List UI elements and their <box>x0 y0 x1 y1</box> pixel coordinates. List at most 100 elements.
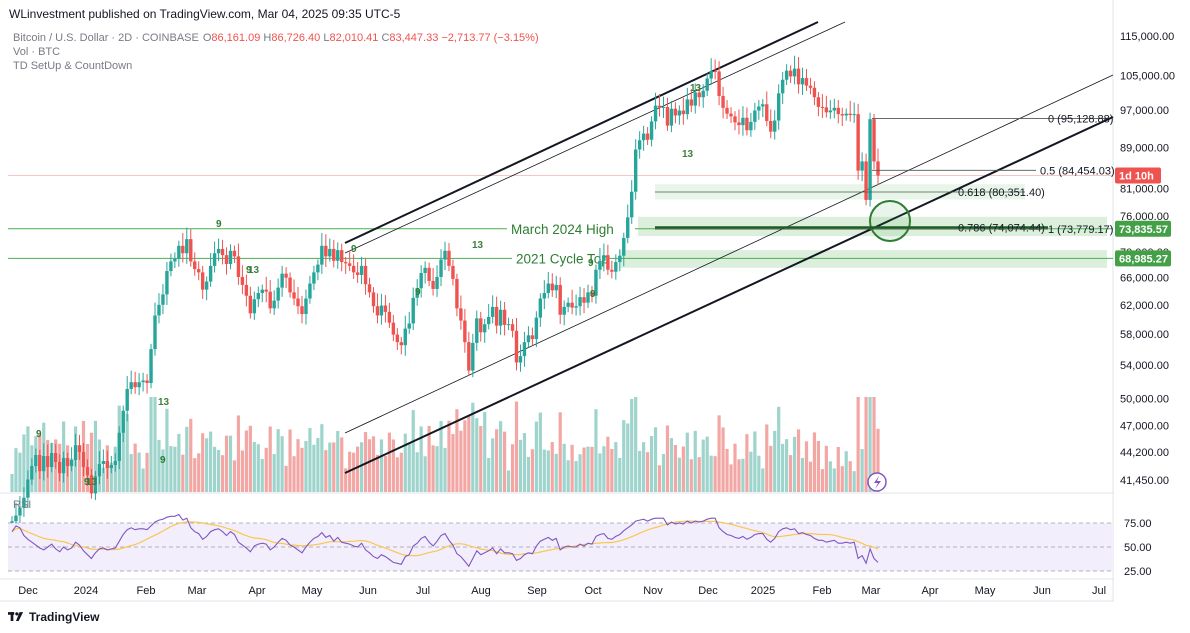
volume-bar <box>812 432 817 492</box>
candle-body <box>717 71 721 96</box>
price-tick-label: 89,000.00 <box>1120 143 1169 155</box>
candle-body <box>697 92 701 98</box>
volume-bar <box>419 426 423 492</box>
td-count-label: 9 <box>246 265 252 276</box>
td-count-label: 9 <box>160 455 166 466</box>
candle-body <box>85 467 90 476</box>
volume-bar <box>185 426 189 492</box>
candle-body <box>574 306 578 308</box>
volume-bar <box>479 426 483 492</box>
candle-body <box>296 298 300 307</box>
candle-body <box>189 239 193 262</box>
volume-bar <box>701 439 705 492</box>
candle-body <box>653 105 658 122</box>
volume-bar <box>391 439 395 492</box>
candle-body <box>383 305 388 312</box>
candle-body <box>876 161 880 176</box>
candle-body <box>749 121 753 131</box>
candle-body <box>669 108 674 126</box>
volume-bar <box>359 442 364 492</box>
volume-bar <box>69 458 74 492</box>
volume-bar <box>542 449 546 492</box>
volume-bar <box>153 397 157 492</box>
tradingview-footer: TradingView <box>8 610 99 624</box>
footer-brand: TradingView <box>29 610 100 624</box>
volume-bar <box>689 459 693 492</box>
volume-bar <box>598 453 602 492</box>
volume-bar <box>427 425 431 492</box>
volume-bar <box>649 436 654 492</box>
candle-body <box>665 106 670 126</box>
candle-body <box>459 308 463 321</box>
volume-bar <box>475 418 479 492</box>
candle-body <box>840 114 844 116</box>
candle-body <box>868 119 872 200</box>
volume-bar <box>852 471 856 492</box>
ohlc-part: 83,447.33 <box>389 32 438 44</box>
volume-bar <box>745 434 749 492</box>
rsi-ma-line <box>11 520 879 557</box>
fib-level-label: 0 (95,128.88) <box>1048 114 1113 126</box>
candle-body <box>721 95 725 108</box>
volume-bar <box>713 456 717 492</box>
candle-body <box>46 456 50 468</box>
candle-body <box>570 302 574 308</box>
volume-bar <box>292 456 296 492</box>
candle-body <box>240 276 245 285</box>
candle-body <box>486 316 491 325</box>
candle-body <box>788 70 793 77</box>
time-tick-label: Jun <box>1033 585 1051 597</box>
candle-body <box>725 107 729 114</box>
volume-bar <box>602 446 606 492</box>
volume-bar <box>502 431 507 492</box>
price-tick-label: 62,000.00 <box>1120 300 1169 312</box>
candle-body <box>308 283 312 299</box>
volume-bar <box>22 434 26 492</box>
candle-body <box>729 113 733 117</box>
candle-body <box>562 306 566 315</box>
candle-body <box>177 245 181 259</box>
volume-bar <box>526 456 531 492</box>
volume-bar <box>320 424 324 492</box>
candle-body <box>522 342 527 357</box>
candle-body <box>14 515 18 522</box>
ohlc-part: L <box>320 32 329 44</box>
fib-level-label: 0.618 (80,351.40) <box>958 187 1045 199</box>
candle-body <box>757 106 761 111</box>
td-count-label: 9 <box>415 287 421 298</box>
candle-body <box>681 110 686 115</box>
volume-bar <box>467 415 471 492</box>
candle-body <box>137 382 141 388</box>
candle-body <box>248 295 253 314</box>
candle-body <box>800 78 805 85</box>
volume-bar <box>761 468 765 492</box>
volume-bar <box>248 425 252 492</box>
volume-bar <box>697 457 701 492</box>
publish-line: WLinvestment published on TradingView.co… <box>9 7 401 21</box>
level-zone-2 <box>620 250 1107 268</box>
price-tick-label: 54,000.00 <box>1120 360 1169 372</box>
volume-bar <box>661 454 666 492</box>
volume-bar <box>407 443 411 492</box>
volume-bar <box>816 440 821 492</box>
candle-body <box>200 272 205 290</box>
volume-bar <box>77 451 82 492</box>
candle-body <box>741 117 745 126</box>
candle-body <box>796 68 801 85</box>
candle-body <box>117 432 121 462</box>
candle-body <box>30 466 34 480</box>
volume-bar <box>796 429 801 492</box>
volume-bar <box>558 412 562 492</box>
price-tag <box>1115 167 1161 184</box>
trend-channel <box>344 21 1114 474</box>
volume-bar <box>252 441 256 492</box>
td-count-label: 13 <box>472 240 484 251</box>
rsi-tick-label: 75.00 <box>1124 518 1152 530</box>
volume-bar <box>570 444 574 492</box>
volume-bar <box>562 443 566 492</box>
volume-bar <box>101 467 105 492</box>
candle-body <box>872 119 876 162</box>
fibonacci-levels: 0 (95,128.88) 0.5 (84,454.03) 0.618 (80,35… <box>655 114 1115 236</box>
volume-bar <box>610 448 614 492</box>
